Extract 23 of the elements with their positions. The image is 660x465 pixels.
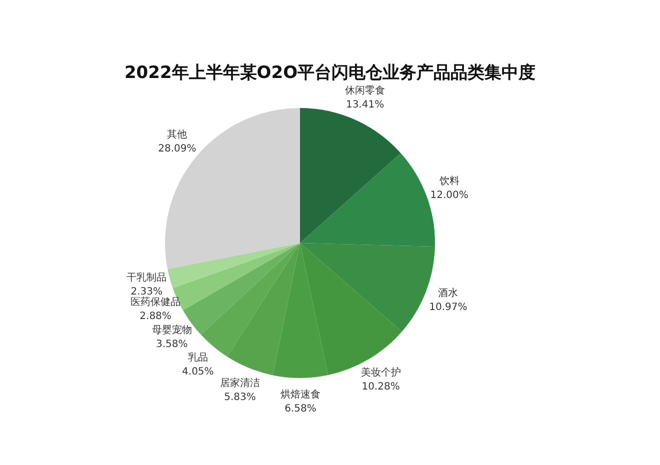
chart-title: 2022年上半年某O2O平台闪电仓业务产品品类集中度 bbox=[123, 62, 537, 84]
slice-label: 母婴宠物 bbox=[152, 324, 192, 336]
slice-label: 休闲零食 bbox=[345, 84, 386, 96]
slice-label: 美妆个护 bbox=[360, 366, 401, 379]
slice-label: 酒水 bbox=[438, 287, 458, 300]
data-label: 6.58% bbox=[284, 404, 316, 415]
slice-label: 医药保健品 bbox=[130, 296, 181, 308]
slice-label: 干乳制品 bbox=[126, 272, 167, 284]
data-label: 2.88% bbox=[140, 311, 172, 322]
data-label: 5.83% bbox=[224, 392, 256, 403]
data-label: 28.09% bbox=[158, 144, 196, 155]
data-label: 13.41% bbox=[346, 99, 384, 110]
slice-label: 其他 bbox=[167, 128, 188, 141]
data-label: 12.00% bbox=[430, 190, 468, 201]
data-label: 10.97% bbox=[429, 302, 468, 314]
slice-label: 居家清洁 bbox=[220, 376, 260, 389]
data-label: 2.33% bbox=[130, 286, 163, 298]
slice-label: 烘焙速食 bbox=[280, 388, 320, 401]
data-label: 4.05% bbox=[182, 366, 214, 378]
slice-label: 乳品 bbox=[188, 352, 208, 364]
data-label: 10.28% bbox=[362, 382, 400, 393]
data-label: 3.58% bbox=[156, 338, 188, 350]
slice-label: 饮料 bbox=[438, 174, 460, 187]
